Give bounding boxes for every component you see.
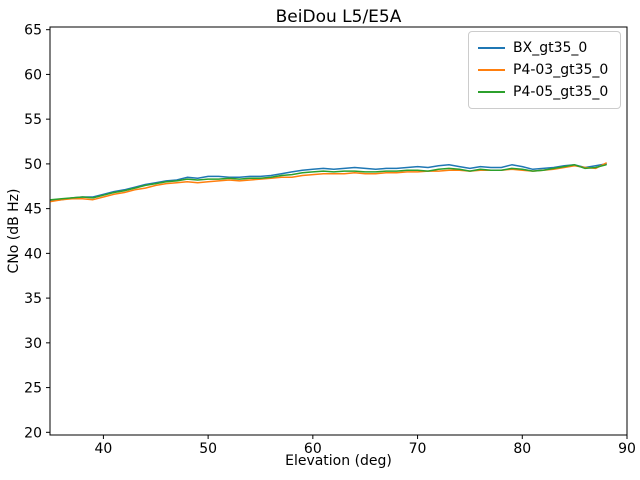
y-tick-label: 55 <box>24 112 42 128</box>
x-axis-label: Elevation (deg) <box>285 453 392 469</box>
legend: BX_gt35_0 P4-03_gt35_0 P4-05_gt35_0 <box>468 31 621 109</box>
plot-area-spines <box>49 26 628 436</box>
series-line-BX_gt35_0 <box>50 163 607 202</box>
legend-item: P4-05_gt35_0 <box>478 81 610 103</box>
x-tick-label: 80 <box>513 441 531 457</box>
legend-item: P4-03_gt35_0 <box>478 59 610 81</box>
x-tick-label: 70 <box>409 441 427 457</box>
y-tick-label: 60 <box>24 67 42 83</box>
y-tick-label: 50 <box>24 157 42 173</box>
y-tick-label: 35 <box>24 291 42 307</box>
chart-title: BeiDou L5/E5A <box>275 7 402 27</box>
series-line-P4-05_gt35_0 <box>50 164 607 201</box>
legend-line-swatch <box>478 69 505 71</box>
y-tick-label: 65 <box>24 23 42 39</box>
x-tick-label: 90 <box>618 441 636 457</box>
x-tick-label: 40 <box>94 441 112 457</box>
legend-label: BX_gt35_0 <box>513 40 588 56</box>
legend-item: BX_gt35_0 <box>478 37 610 59</box>
y-tick-label: 45 <box>24 202 42 218</box>
x-tick-label: 60 <box>304 441 322 457</box>
x-tick-label: 50 <box>199 441 217 457</box>
y-tick-label: 30 <box>24 336 42 352</box>
legend-label: P4-03_gt35_0 <box>513 62 609 78</box>
y-axis-label: CNo (dB Hz) <box>6 188 22 274</box>
x-axis-ticks: 40 50 60 70 80 90 <box>94 435 636 457</box>
y-axis-ticks: 20 25 30 35 40 45 50 55 60 65 <box>24 23 50 441</box>
legend-line-swatch <box>478 91 505 93</box>
series-line-P4-03_gt35_0 <box>50 162 607 203</box>
legend-line-swatch <box>478 47 505 49</box>
legend-label: P4-05_gt35_0 <box>513 84 609 100</box>
y-tick-label: 20 <box>24 425 42 441</box>
y-tick-label: 25 <box>24 381 42 397</box>
y-tick-label: 40 <box>24 246 42 262</box>
